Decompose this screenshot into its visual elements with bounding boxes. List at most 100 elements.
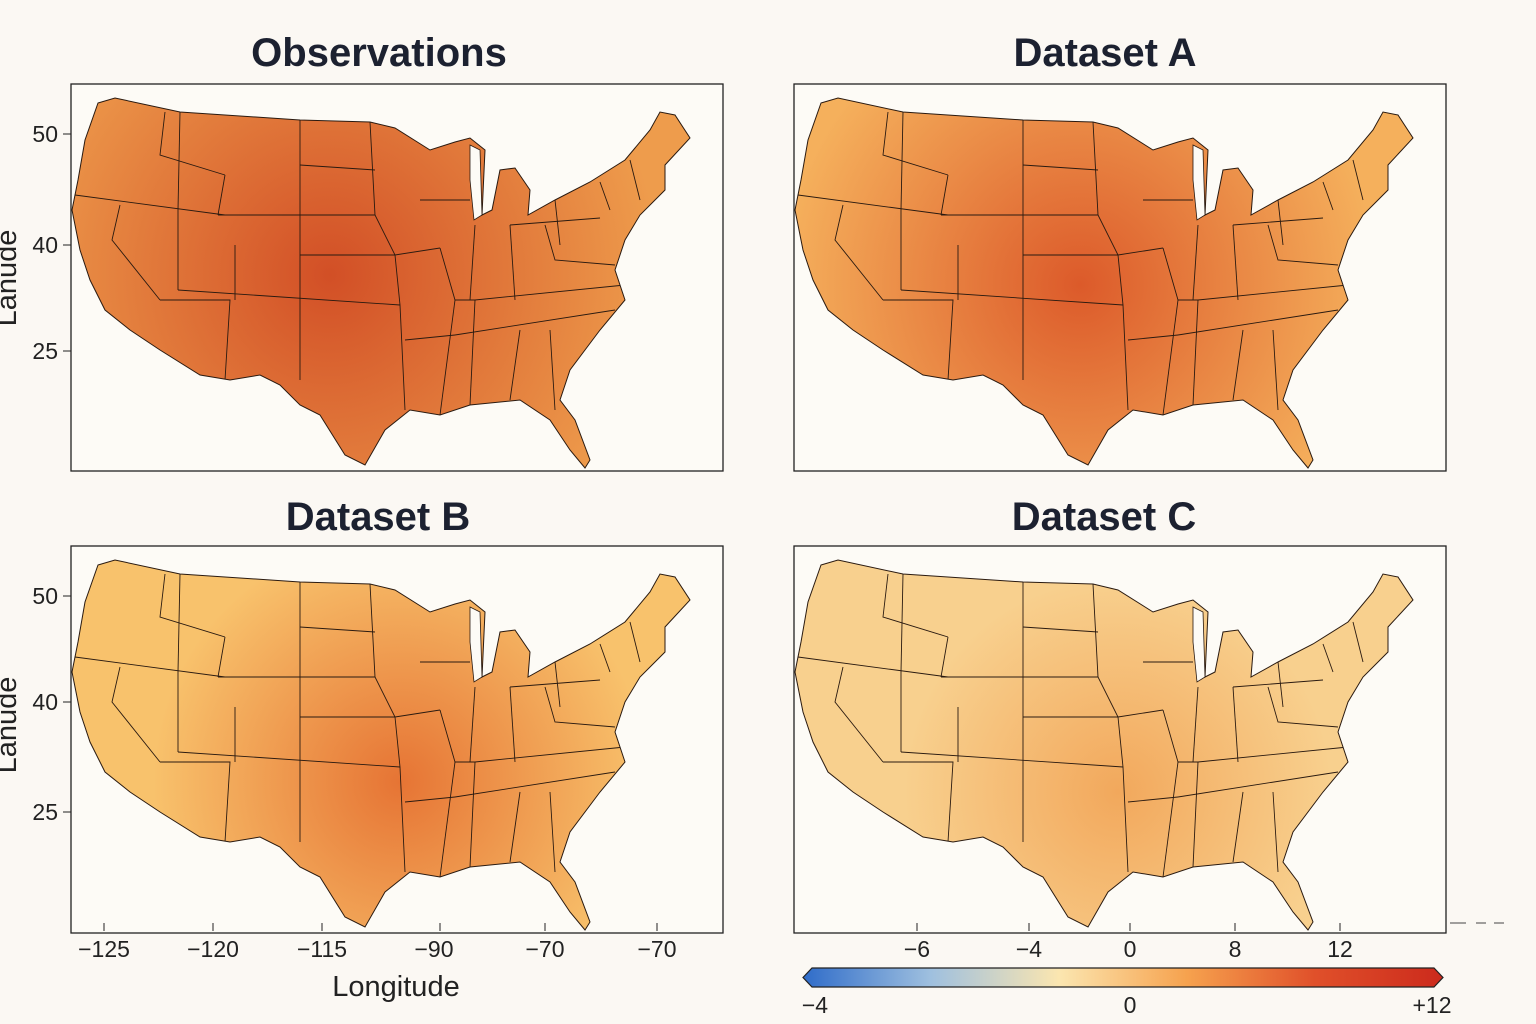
y-tick-label: 40 xyxy=(32,689,58,715)
x-axis-dataset-b: −125 −120 −115 −90 −70 −70 Longitude xyxy=(78,923,677,1003)
state-border xyxy=(160,299,231,381)
panel-title-dataset-c: Dataset C xyxy=(1012,495,1197,539)
state-border xyxy=(1267,686,1339,728)
state-border xyxy=(1192,299,1199,406)
state-border xyxy=(1232,791,1244,863)
x-tick-label: 8 xyxy=(1229,936,1242,962)
state-border xyxy=(883,299,954,381)
state-border xyxy=(834,666,884,763)
state-border xyxy=(797,656,949,678)
colorbar-min-label: −4 xyxy=(802,992,828,1018)
state-borders xyxy=(74,573,641,878)
state-border xyxy=(629,159,641,201)
us-map-region xyxy=(71,97,691,469)
state-borders xyxy=(797,573,1364,878)
state-border xyxy=(217,174,226,216)
state-border xyxy=(1322,181,1334,211)
state-border xyxy=(394,709,441,718)
map-panel-dataset-a xyxy=(793,83,1447,472)
state-border xyxy=(629,621,641,663)
state-border xyxy=(509,217,601,226)
x-tick-label: −70 xyxy=(525,936,564,962)
panel-title-dataset-b: Dataset B xyxy=(286,495,471,539)
x-tick-label: −115 xyxy=(297,936,347,962)
state-border xyxy=(439,247,626,301)
state-border xyxy=(549,791,556,873)
y-tick-label: 25 xyxy=(32,338,58,364)
state-border xyxy=(1232,224,1239,301)
state-border xyxy=(159,111,226,176)
state-border xyxy=(1277,199,1284,246)
colorbar-max-label: +12 xyxy=(1412,992,1451,1018)
state-border xyxy=(1177,309,1339,336)
state-border xyxy=(599,643,611,673)
state-border xyxy=(900,289,1124,306)
state-border xyxy=(74,656,226,678)
state-border xyxy=(1232,217,1324,226)
state-border xyxy=(1232,686,1239,763)
x-tick-label: −4 xyxy=(1016,936,1042,962)
state-border xyxy=(509,679,601,688)
state-border xyxy=(299,164,376,171)
map-panel-dataset-c xyxy=(793,545,1447,934)
state-border xyxy=(74,194,226,216)
state-border xyxy=(1117,709,1164,718)
colorbar: −4 0 +12 xyxy=(802,967,1452,1018)
state-border xyxy=(882,573,949,638)
colorbar-bar xyxy=(802,967,1444,988)
state-border xyxy=(1177,771,1339,798)
map-panel-dataset-b xyxy=(70,545,724,934)
state-border xyxy=(1352,621,1364,663)
state-border xyxy=(599,181,611,211)
lake-michigan xyxy=(469,144,483,221)
state-border xyxy=(882,111,949,176)
state-border xyxy=(1232,329,1244,401)
state-border xyxy=(160,761,231,843)
state-border xyxy=(1192,686,1199,763)
lake-michigan xyxy=(1192,144,1206,221)
state-border xyxy=(404,796,456,803)
state-border xyxy=(1322,643,1334,673)
state-border xyxy=(1127,796,1179,803)
y-axis-label: Lanude xyxy=(0,230,23,327)
y-tick-label: 25 xyxy=(32,799,58,825)
state-border xyxy=(900,573,904,673)
state-borders xyxy=(797,111,1364,416)
y-tick-label: 50 xyxy=(32,121,58,147)
us-map-region xyxy=(794,559,1414,931)
state-border xyxy=(1272,791,1279,873)
state-border xyxy=(554,199,561,246)
state-border xyxy=(1272,329,1279,411)
state-border xyxy=(1162,247,1349,301)
state-border xyxy=(900,751,1124,768)
state-border xyxy=(177,751,401,768)
state-border xyxy=(1162,761,1179,878)
state-border xyxy=(549,329,556,411)
state-border xyxy=(469,224,476,301)
us-map-region xyxy=(794,97,1414,469)
state-border xyxy=(1232,679,1324,688)
lake-michigan xyxy=(1192,606,1206,683)
y-tick-label: 40 xyxy=(32,232,58,258)
x-tick-label: −125 xyxy=(78,936,130,962)
x-tick-label: −70 xyxy=(637,936,676,962)
state-border xyxy=(797,194,949,216)
state-border xyxy=(1267,224,1339,266)
colorbar-mid-label: 0 xyxy=(1124,992,1137,1018)
state-border xyxy=(394,247,441,256)
state-border xyxy=(1162,299,1179,416)
state-border xyxy=(469,299,476,406)
state-border xyxy=(177,289,401,306)
state-border xyxy=(883,761,954,843)
state-border xyxy=(509,791,521,863)
state-border xyxy=(1127,334,1179,341)
state-border xyxy=(159,573,226,638)
state-border xyxy=(554,661,561,708)
state-border xyxy=(1277,661,1284,708)
state-border xyxy=(439,299,456,416)
map-panel-observations xyxy=(70,83,724,472)
state-border xyxy=(439,761,456,878)
state-border xyxy=(834,204,884,301)
